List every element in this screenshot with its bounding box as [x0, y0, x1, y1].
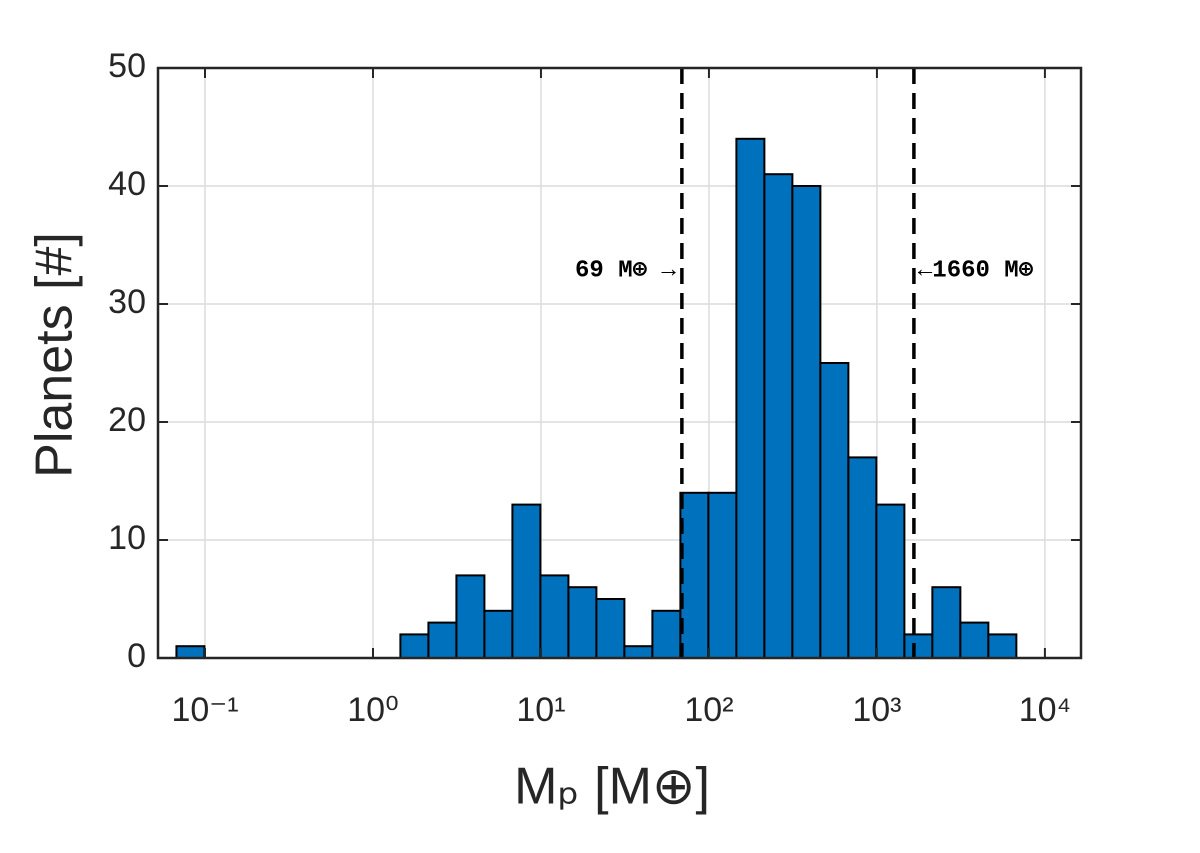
bar [735, 137, 766, 660]
bar [399, 633, 430, 660]
bar [455, 574, 486, 660]
annotation: ←1660 M⊕ [918, 257, 1034, 284]
y-tick-label: 50 [108, 47, 146, 85]
y-tick-label: 20 [108, 401, 146, 439]
bar [959, 621, 990, 659]
annotation: 69 M⊕ → [575, 257, 676, 284]
bar [427, 621, 458, 659]
x-tick-label: 10⁴ [1019, 691, 1071, 729]
bar [763, 173, 794, 659]
bar [623, 645, 654, 660]
bar [175, 645, 206, 660]
bar [539, 574, 570, 660]
bar [847, 456, 878, 659]
y-tick-label: 40 [108, 165, 146, 203]
bar [679, 491, 710, 659]
y-axis-label: Planets [#] [26, 232, 84, 478]
x-tick-label: 10⁰ [347, 691, 398, 729]
bar [595, 598, 626, 659]
bar [483, 609, 514, 659]
bar [511, 503, 542, 659]
bar [791, 185, 822, 659]
x-tick-label: 10¹ [516, 691, 565, 729]
bar [987, 633, 1018, 660]
bar [875, 503, 906, 659]
x-axis-label: Mₚ [M⊕] [514, 758, 710, 816]
bar [819, 362, 850, 659]
bar [931, 586, 962, 660]
x-tick-label: 10⁻¹ [171, 691, 238, 729]
y-tick-label: 30 [108, 283, 146, 321]
x-tick-label: 10³ [852, 691, 901, 729]
bar [567, 586, 598, 660]
y-tick-label: 10 [108, 519, 146, 557]
bar [651, 609, 682, 659]
bar [707, 491, 738, 659]
axes-box [156, 66, 1083, 660]
y-tick-label: 0 [127, 637, 146, 675]
bar [903, 633, 934, 660]
x-tick-label: 10² [684, 691, 733, 729]
